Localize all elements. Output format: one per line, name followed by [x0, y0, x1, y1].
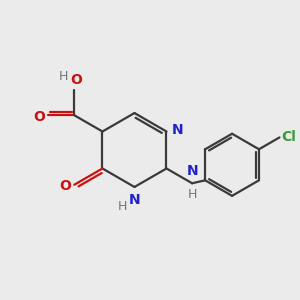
Text: H: H [118, 200, 127, 213]
Text: O: O [33, 110, 45, 124]
Text: H: H [58, 70, 68, 83]
Text: O: O [70, 73, 82, 87]
Text: N: N [172, 123, 183, 137]
Text: N: N [186, 164, 198, 178]
Text: O: O [59, 179, 71, 193]
Text: Cl: Cl [281, 130, 296, 144]
Text: N: N [129, 194, 140, 208]
Text: H: H [188, 188, 197, 201]
